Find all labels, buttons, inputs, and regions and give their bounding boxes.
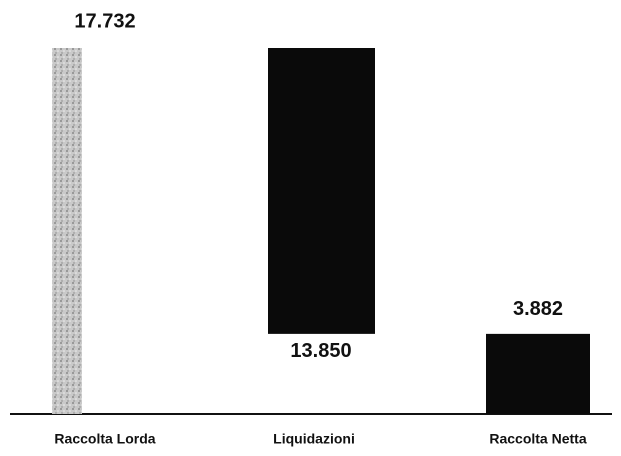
value-label: 13.850: [290, 340, 351, 362]
value-label: 3.882: [513, 298, 563, 320]
category-label: Liquidazioni: [273, 431, 355, 447]
category-label: Raccolta Lorda: [54, 431, 155, 447]
category-label: Raccolta Netta: [489, 431, 586, 447]
bar: [486, 333, 590, 414]
bar: [52, 48, 82, 414]
value-label: 17.732: [74, 10, 135, 32]
bar: [268, 48, 375, 334]
